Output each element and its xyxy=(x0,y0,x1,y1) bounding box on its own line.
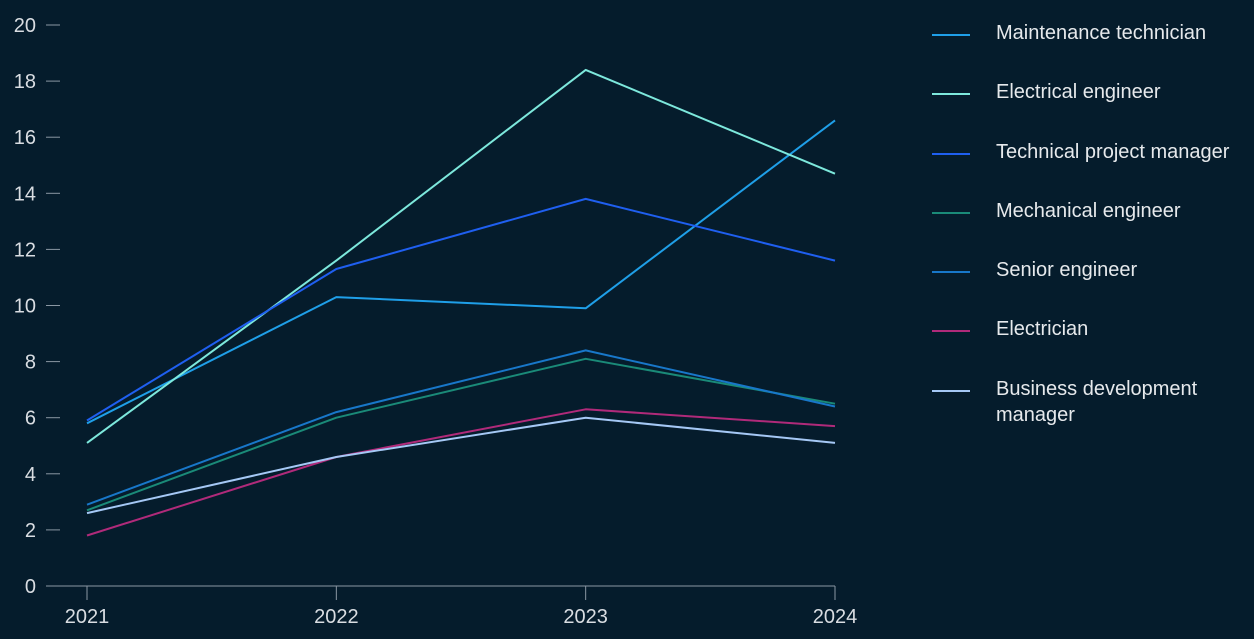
series-line-maintenance-technician xyxy=(86,119,836,425)
series-line-technical-project-manager xyxy=(86,197,836,422)
y-tick-label: 8 xyxy=(25,352,36,374)
legend-label: Maintenance technician xyxy=(996,22,1207,44)
legend-label: Technical project manager xyxy=(996,140,1230,163)
y-tick-label: 16 xyxy=(14,127,36,149)
legend-label: Senior engineer xyxy=(996,259,1138,282)
legend-swatch xyxy=(932,271,970,274)
legend-swatch xyxy=(932,93,970,96)
legend-item-mechanical-engineer: Mechanical engineer xyxy=(932,198,1254,257)
legend-item-business-development-manager: Business development manager xyxy=(932,376,1254,435)
legend-swatch xyxy=(932,211,970,214)
legend-item-maintenance-technician: Maintenance technician xyxy=(932,20,1254,79)
legend-item-electrician: Electrician xyxy=(932,316,1254,375)
legend-item-senior-engineer: Senior engineer xyxy=(932,257,1254,316)
legend-swatch xyxy=(932,330,970,333)
x-tick-label: 2023 xyxy=(563,606,608,628)
x-tick-label: 2021 xyxy=(65,606,110,628)
legend-label: Business development manager xyxy=(996,377,1198,426)
y-tick-label: 14 xyxy=(14,183,36,205)
axes: 0 2 4 6 8 10 12 14 16 18 20 2021 2022 2023 2024 xyxy=(14,15,858,628)
y-tick-label: 0 xyxy=(25,576,36,598)
legend-item-technical-project-manager: Technical project manager xyxy=(932,139,1254,198)
y-tick-label: 18 xyxy=(14,71,36,93)
y-tick-label: 6 xyxy=(25,408,36,430)
legend-label: Mechanical engineer xyxy=(996,199,1181,222)
legend-swatch xyxy=(932,34,970,36)
x-tick-label: 2022 xyxy=(314,606,359,628)
legend-swatch xyxy=(932,389,970,392)
line-chart: 0 2 4 6 8 10 12 14 16 18 20 2021 2022 2023 2024 xyxy=(14,15,858,628)
y-tick-label: 10 xyxy=(14,296,36,318)
x-tick-label: 2024 xyxy=(813,606,858,628)
legend: Maintenance technician Electrical enginee… xyxy=(932,20,1254,435)
series-line-senior-engineer xyxy=(86,349,836,506)
y-tick-label: 2 xyxy=(25,520,36,542)
y-tick-label: 4 xyxy=(25,464,36,486)
legend-item-electrical-engineer: Electrical engineer xyxy=(932,79,1254,138)
series-lines xyxy=(86,68,836,537)
legend-label: Electrical engineer xyxy=(996,81,1161,104)
series-line-mechanical-engineer xyxy=(86,357,836,512)
y-tick-label: 12 xyxy=(14,239,36,261)
y-tick-label: 20 xyxy=(14,15,36,37)
series-line-electrician xyxy=(86,408,836,537)
legend-label: Electrician xyxy=(996,318,1089,341)
legend-swatch xyxy=(932,152,970,155)
series-line-electrical-engineer xyxy=(86,68,836,444)
series-line-business-development-manager xyxy=(86,416,836,515)
